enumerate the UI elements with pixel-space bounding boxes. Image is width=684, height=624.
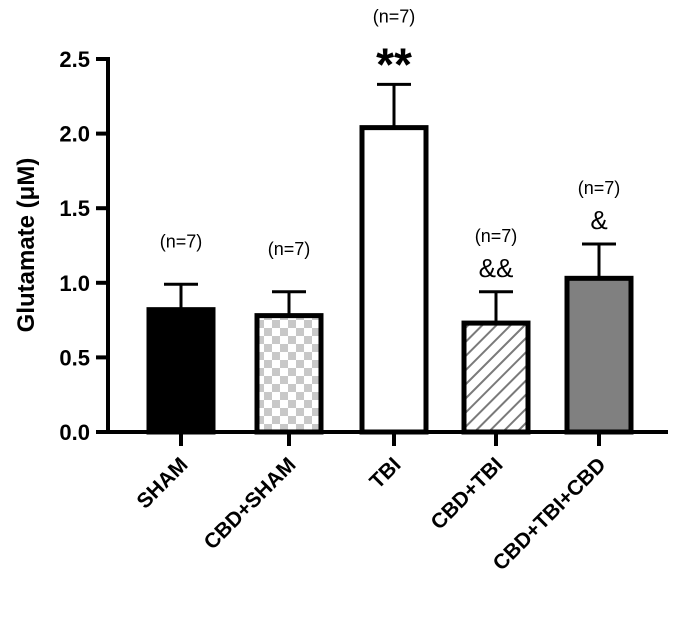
y-tick-label-4: 2.0	[59, 122, 90, 147]
y-tick-label-5: 2.5	[59, 47, 90, 72]
y-tick-label-1: 0.5	[59, 345, 90, 370]
y-tick-label-0: 0.0	[59, 420, 90, 445]
n-label-3: (n=7)	[475, 226, 518, 246]
bar-cbd-tbi-cbd	[564, 275, 634, 435]
x-category-label-4: CBD+TBI+CBD	[489, 453, 611, 575]
n-label-4: (n=7)	[578, 178, 621, 198]
bar-tbi	[359, 125, 429, 435]
x-category-label-1: CBD+SHAM	[200, 453, 301, 554]
x-category-label-3: CBD+TBI	[427, 453, 508, 534]
significance-label-3: &&	[479, 253, 514, 283]
x-category-label-0: SHAM	[133, 453, 193, 513]
n-label-2: (n=7)	[373, 6, 416, 26]
bar-sham	[146, 307, 216, 435]
n-label-1: (n=7)	[268, 239, 311, 259]
significance-label-2: **	[376, 38, 412, 90]
n-label-0: (n=7)	[160, 231, 203, 251]
y-tick-label-2: 1.0	[59, 271, 90, 296]
bar-cbd-tbi	[461, 320, 531, 435]
y-axis-label: Glutamate (μM)	[13, 158, 40, 333]
y-tick-label-3: 1.5	[59, 196, 90, 221]
significance-label-4: &	[590, 205, 607, 235]
x-category-label-2: TBI	[365, 453, 405, 493]
bar-cbd-sham	[254, 313, 324, 435]
